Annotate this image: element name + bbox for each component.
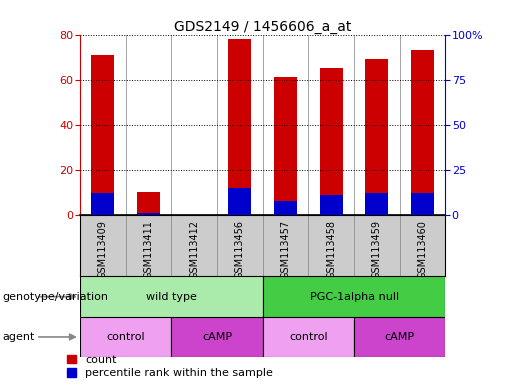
Bar: [320, 68, 342, 215]
Title: GDS2149 / 1456606_a_at: GDS2149 / 1456606_a_at: [174, 20, 351, 33]
Text: control: control: [106, 332, 145, 342]
Bar: [411, 50, 434, 215]
Bar: [320, 195, 342, 215]
Text: cAMP: cAMP: [202, 332, 232, 342]
Bar: [366, 60, 388, 215]
Bar: [263, 276, 445, 317]
Text: GSM113409: GSM113409: [98, 220, 108, 279]
Text: PGC-1alpha null: PGC-1alpha null: [310, 291, 399, 302]
Bar: [411, 194, 434, 215]
Bar: [171, 317, 263, 357]
Bar: [274, 200, 297, 215]
Bar: [366, 194, 388, 215]
Bar: [354, 317, 445, 357]
Bar: [137, 213, 160, 215]
Text: control: control: [289, 332, 328, 342]
Text: agent: agent: [3, 332, 35, 342]
Text: GSM113411: GSM113411: [143, 220, 153, 279]
Bar: [91, 194, 114, 215]
Bar: [80, 276, 263, 317]
Text: GSM113412: GSM113412: [189, 220, 199, 279]
Bar: [228, 39, 251, 215]
Bar: [137, 192, 160, 215]
Text: GSM113458: GSM113458: [326, 220, 336, 279]
Bar: [274, 78, 297, 215]
Legend: count, percentile rank within the sample: count, percentile rank within the sample: [67, 355, 273, 379]
Text: wild type: wild type: [146, 291, 197, 302]
Bar: [91, 55, 114, 215]
Bar: [80, 317, 171, 357]
Text: GSM113456: GSM113456: [235, 220, 245, 279]
Text: GSM113460: GSM113460: [418, 220, 427, 279]
Text: GSM113457: GSM113457: [281, 220, 290, 279]
Text: cAMP: cAMP: [385, 332, 415, 342]
Bar: [263, 317, 354, 357]
Bar: [228, 188, 251, 215]
Text: genotype/variation: genotype/variation: [3, 291, 109, 302]
Text: GSM113459: GSM113459: [372, 220, 382, 279]
